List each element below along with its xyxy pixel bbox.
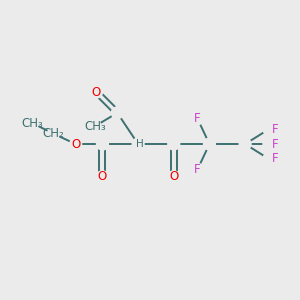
Text: F: F — [272, 138, 278, 151]
Text: O: O — [169, 170, 178, 183]
Text: O: O — [98, 170, 107, 183]
Circle shape — [97, 171, 108, 183]
Text: CH₃: CH₃ — [84, 120, 106, 133]
Circle shape — [239, 138, 251, 150]
Circle shape — [263, 123, 275, 135]
Text: F: F — [272, 152, 278, 165]
Circle shape — [111, 107, 123, 119]
Circle shape — [168, 138, 180, 150]
Circle shape — [203, 138, 215, 150]
Circle shape — [263, 138, 275, 150]
Circle shape — [132, 138, 144, 150]
Circle shape — [47, 128, 59, 140]
Circle shape — [97, 138, 108, 150]
Circle shape — [89, 120, 101, 132]
Text: O: O — [92, 85, 101, 98]
Circle shape — [192, 164, 203, 175]
Circle shape — [91, 86, 102, 98]
Circle shape — [168, 171, 180, 183]
Text: F: F — [194, 112, 201, 125]
Text: CH₂: CH₂ — [43, 127, 64, 140]
Text: F: F — [272, 123, 278, 136]
Circle shape — [27, 117, 38, 129]
Circle shape — [70, 138, 82, 150]
Text: O: O — [71, 138, 80, 151]
Text: CH₃: CH₃ — [22, 117, 44, 130]
Text: F: F — [194, 163, 201, 176]
Text: H: H — [136, 139, 143, 149]
Circle shape — [192, 113, 203, 125]
Circle shape — [263, 153, 275, 165]
